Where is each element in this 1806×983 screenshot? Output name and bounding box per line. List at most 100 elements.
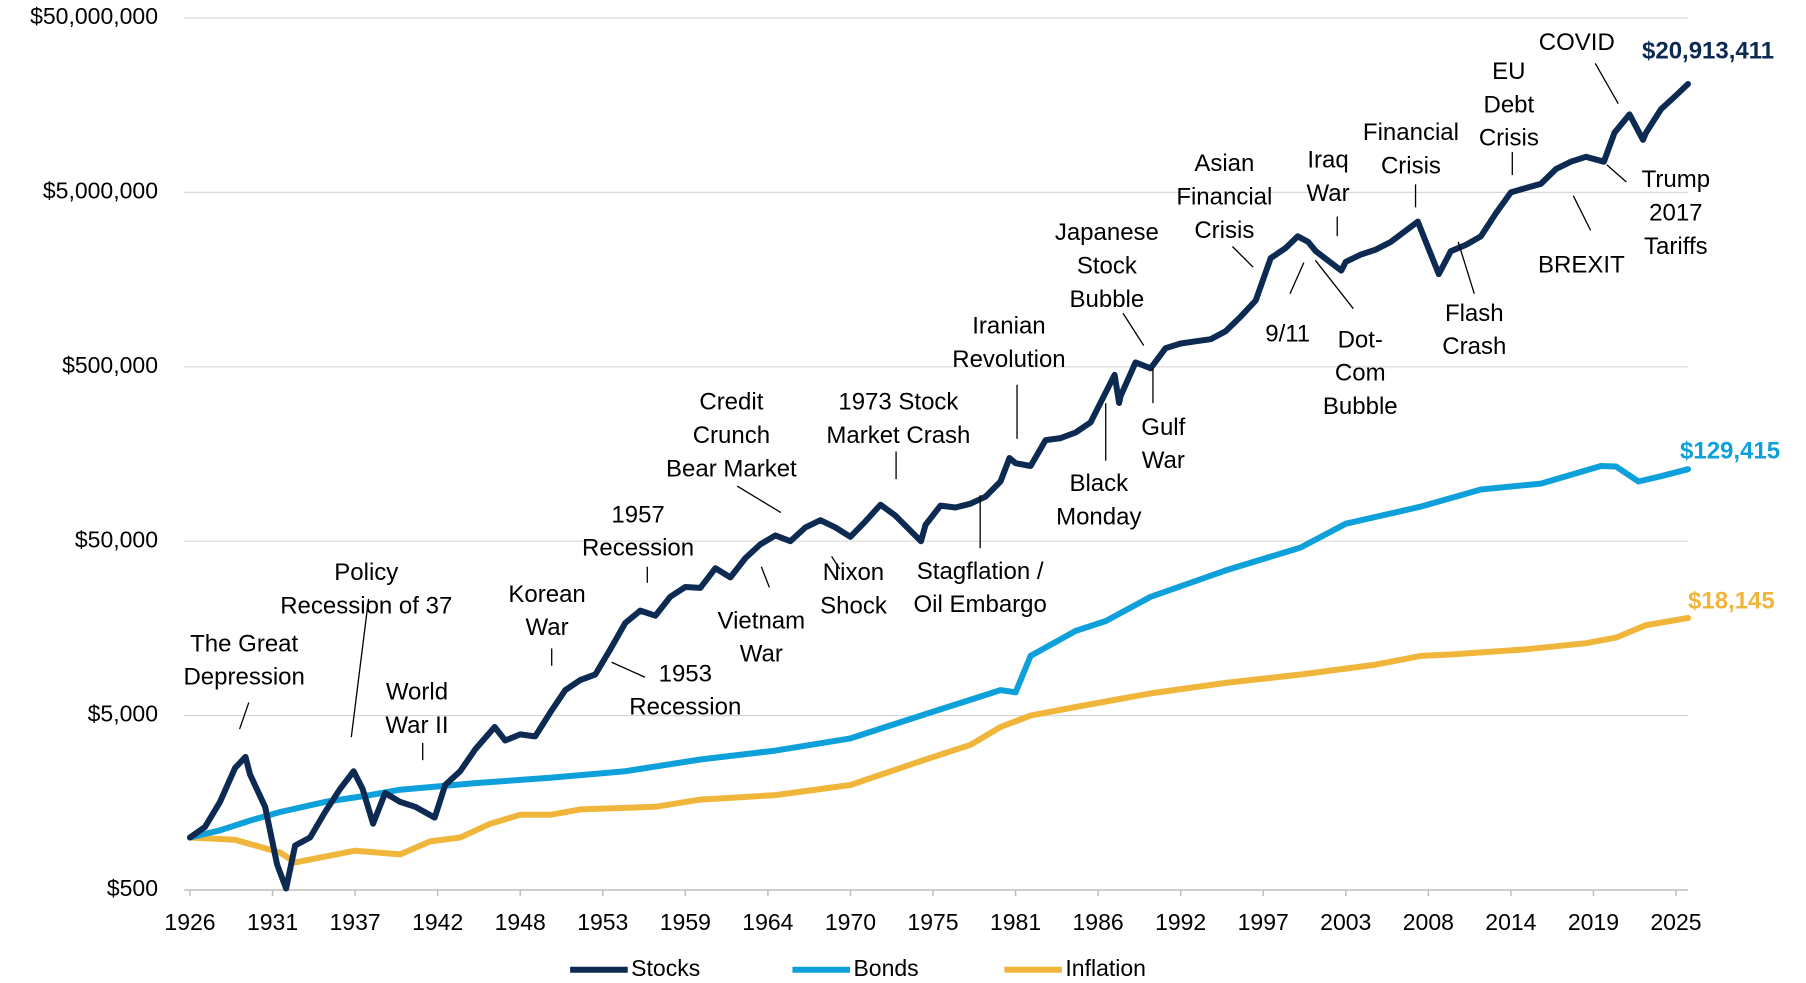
annotation: Korean [508,581,585,608]
annotation: Iraq [1307,147,1348,174]
annotation-leader [1606,164,1627,183]
x-tick-label: 1981 [990,909,1041,935]
annotation-leader [831,555,841,570]
x-tick-label: 1964 [742,909,793,935]
annotation: Crunch [693,422,770,449]
x-tick-label: 1992 [1155,909,1206,935]
annotation-leader [238,702,250,730]
x-tick-label: 2025 [1650,909,1701,935]
annotation-leader [1457,241,1475,294]
annotation-leader [1289,262,1305,294]
annotation: Stagflation / [917,558,1044,585]
annotation-leader [1314,259,1354,310]
x-tick-label: 1986 [1073,909,1124,935]
annotation: 1957 [611,501,664,528]
x-tick-label: 1959 [660,909,711,935]
annotation: Debt [1483,91,1534,118]
annotation: War II [385,712,448,739]
x-tick-label: 2008 [1403,909,1454,935]
x-tick-label: 1997 [1238,909,1289,935]
annotation: BREXIT [1538,251,1625,278]
annotation-leader [1231,246,1254,268]
annotation: Trump [1642,166,1710,193]
annotation: Bubble [1069,286,1144,313]
annotation: Crisis [1381,152,1441,179]
annotation: Iranian [972,312,1045,339]
annotation: Market Crash [826,422,970,449]
annotation: Recession [582,535,694,562]
annotation-leader [1594,63,1619,104]
x-tick-label: 1975 [907,909,958,935]
annotation: Crash [1442,333,1506,360]
annotation: War [526,614,569,641]
value-label: $129,415 [1680,438,1780,465]
annotation: War [1306,180,1349,207]
legend-label: Bonds [853,955,918,981]
x-tick-label: 1937 [330,909,381,935]
annotation: Crisis [1479,125,1539,152]
annotation-leader [1572,195,1592,231]
x-tick-label: 1953 [577,909,628,935]
annotation: Shock [820,592,888,619]
legend-label: Stocks [631,955,700,981]
x-tick-label: 1931 [247,909,298,935]
annotation: Bear Market [666,455,797,482]
y-tick-label: $50,000,000 [30,3,158,29]
annotation: Crisis [1194,217,1254,244]
annotation: Financial [1176,183,1272,210]
x-tick-label: 1970 [825,909,876,935]
series-line [187,463,1691,841]
y-tick-label: $50,000 [75,526,158,552]
annotation: Gulf [1141,414,1185,441]
annotation: World [386,679,448,706]
annotation: COVID [1539,29,1615,56]
annotation: Revolution [952,346,1065,373]
legend-label: Inflation [1065,955,1146,981]
annotation-leader [736,485,782,514]
annotation: 9/11 [1265,321,1310,348]
y-tick-label: $500 [107,875,158,901]
x-tick-label: 1948 [495,909,546,935]
x-tick-label: 2003 [1320,909,1371,935]
x-tick-label: 1942 [412,909,463,935]
annotation-leader [350,598,370,738]
annotation: Dot- [1338,326,1383,353]
annotation: Credit [699,388,763,415]
annotation: 1973 Stock [838,388,959,415]
annotation: Policy [334,559,398,586]
annotation: Flash [1445,300,1504,327]
annotation: War [1142,447,1185,474]
annotation: Stock [1077,253,1138,280]
x-tick-label: 2019 [1568,909,1619,935]
annotation: Recession [629,694,741,721]
annotation: Recession of 37 [280,592,452,619]
annotation: The Great [190,630,298,657]
annotation: Asian [1194,150,1254,177]
series-line [187,81,1691,892]
x-tick-label: 1926 [164,909,215,935]
series-line [187,615,1691,866]
annotation: Bubble [1323,393,1398,420]
y-tick-label: $5,000,000 [43,177,158,203]
value-label: $18,145 [1688,587,1775,614]
y-tick-label: $5,000 [88,701,158,727]
annotation: War [740,641,783,668]
annotation: Black [1069,470,1129,497]
annotation: 1953 [659,660,712,687]
annotation: 2017 [1649,200,1702,227]
annotation-leader [1122,312,1145,346]
x-tick-label: 2014 [1485,909,1536,935]
annotation: Vietnam [718,607,806,634]
annotation: Monday [1056,504,1141,531]
annotation: Japanese [1055,219,1159,246]
y-tick-label: $500,000 [62,352,158,378]
value-label: $20,913,411 [1642,37,1774,64]
annotation-leader [760,566,770,588]
annotation: Financial [1363,119,1459,146]
annotation: EU [1492,58,1525,85]
annotation: Nixon [823,559,884,586]
annotation: Oil Embargo [913,591,1046,618]
annotation: Com [1335,360,1386,387]
